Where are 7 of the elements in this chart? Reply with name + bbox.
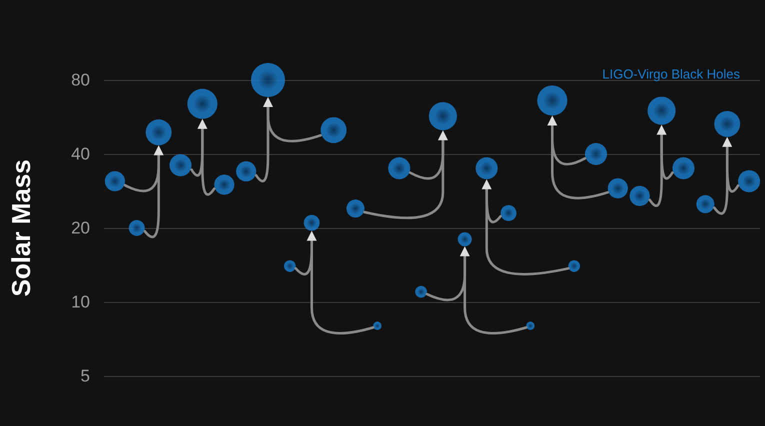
series-label: LIGO-Virgo Black Holes: [602, 66, 740, 82]
y-tick-label: 10: [71, 292, 90, 312]
y-axis-title: Solar Mass: [6, 159, 36, 297]
y-tick-label: 80: [71, 70, 90, 90]
y-tick-label: 5: [80, 366, 90, 386]
y-tick-label: 40: [71, 144, 90, 164]
y-tick-label: 20: [71, 218, 90, 238]
